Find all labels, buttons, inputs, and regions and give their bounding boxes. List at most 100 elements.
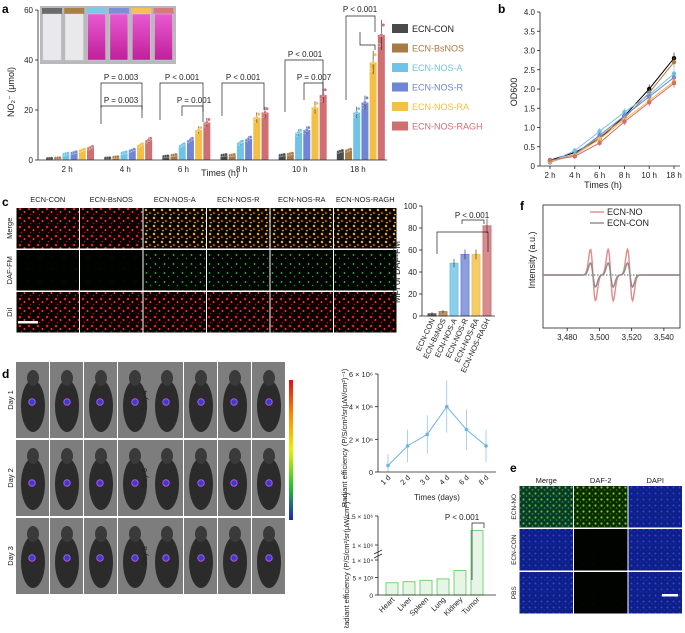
a-pval-7: P = 0.007 — [297, 73, 332, 82]
a-datapoint — [196, 128, 201, 132]
panel-d: d Day 1 Day 2 Day 3 Day 4 Day 6 Day 8 — [2, 362, 293, 594]
a-datapoint — [174, 152, 178, 157]
a-bar — [377, 35, 385, 160]
panel-a: a NO₂⁻ (μmol) Times (h) 0 20 40 60 2 h 4 h 6 … — [2, 2, 483, 178]
cbar-ytick-label: 40 — [408, 268, 417, 277]
e-micrograph — [519, 486, 573, 528]
a-datapoint — [305, 128, 309, 132]
a-datapoint — [116, 155, 120, 159]
d-fluorescence-spot — [131, 398, 139, 406]
d-fluorescence-spot — [265, 554, 273, 562]
panel-f: f Intensity (a.u.) 3,480 3,500 3,520 3,540 … — [520, 199, 681, 342]
d-mouse-body — [223, 536, 247, 588]
a-datapoint — [377, 43, 382, 47]
panel-label-d: d — [2, 367, 9, 381]
panel-label-a: a — [2, 2, 9, 16]
dline-xtick-label: 2 d — [398, 473, 412, 487]
dbar-ytick-label: 5 × 10³ — [353, 576, 374, 583]
a-bar — [286, 153, 294, 160]
a-datapoint — [348, 147, 353, 151]
panel-e: e Merge DAF-2 DAPI ECN-NO ECN-CON PBS — [510, 461, 682, 614]
b-point — [572, 148, 577, 153]
a-bar — [228, 155, 236, 160]
a-legend-swatch — [392, 102, 408, 111]
d-mouse-body — [123, 380, 147, 432]
e-micrograph — [628, 572, 682, 614]
dline-point — [405, 444, 410, 448]
dline-point — [484, 444, 488, 448]
cbar-pval: P < 0.001 — [455, 211, 490, 220]
c-col-label: ECN-CON — [30, 195, 65, 204]
cbar-ytick-label: 100 — [404, 202, 418, 211]
a-datapoint — [265, 106, 269, 111]
a-legend-label: ECN-NOS-RA — [412, 102, 469, 112]
a-datapoint — [140, 142, 145, 146]
a-pval-8: P < 0.001 — [343, 5, 378, 14]
a-datapoint — [107, 156, 112, 160]
dline-xtick-label: 8 d — [477, 473, 491, 487]
a-bar — [311, 107, 319, 160]
a-bar — [345, 150, 353, 160]
dbar-ytick-label: 1 × 10⁶ — [352, 543, 373, 550]
a-datapoint — [90, 144, 95, 149]
a-datapoint — [182, 142, 186, 146]
dline-point — [425, 432, 430, 437]
b-ytick-label: 1.5 — [524, 104, 536, 113]
a-datapoint — [371, 60, 375, 65]
a-bar — [245, 138, 253, 160]
a-bar — [195, 130, 203, 160]
a-datapoint — [381, 23, 386, 27]
a-datapoint — [361, 105, 365, 109]
a-xtick-label: 6 h — [178, 165, 189, 174]
a-datapoint — [379, 33, 384, 37]
b-point — [547, 158, 553, 163]
b-ytick-label: 0.5 — [524, 143, 536, 152]
b-ytick-label: 4.0 — [524, 8, 536, 17]
b-point — [647, 100, 652, 105]
d-fluorescence-spot — [131, 554, 139, 562]
dbar-ylabel: Radiant efficiency (P/S/cm²/sr(μW/cm²)⁻¹… — [342, 492, 351, 628]
dline-ylabel: Radiant efficiency (P/S/cm²/sr(μW/cm²)⁻¹… — [340, 368, 349, 507]
d-fluorescence-spot — [197, 554, 205, 562]
d-mouse-body — [55, 380, 79, 432]
e-micrograph — [574, 572, 628, 614]
d-fluorescence-spot — [230, 398, 238, 406]
a-legend-label: ECN-NOS-RAGH — [412, 122, 483, 132]
cbar-ytick-label: 80 — [408, 224, 417, 233]
c-col-label: ECN-BsNOS — [90, 195, 133, 204]
d-mouse-body — [55, 536, 79, 588]
a-datapoint — [307, 125, 311, 130]
a-datapoint — [148, 136, 153, 141]
d-day-label: Day 3 — [6, 546, 15, 566]
d-mouse-body — [257, 380, 281, 432]
a-bar — [162, 156, 170, 160]
b-ytick-label: 2.0 — [524, 85, 536, 94]
f-xticks: 3,480 3,500 3,520 3,540 — [557, 328, 674, 342]
dline-point — [445, 404, 449, 409]
a-legend-label: ECN-NOS-R — [412, 83, 463, 93]
a-bar — [261, 112, 269, 160]
b-series-line — [549, 77, 675, 163]
cbar-bar-fill — [450, 263, 458, 316]
a-datapoint — [240, 139, 245, 143]
cbar-yticks: 0 20 40 60 80 100 — [404, 202, 422, 321]
c-micrograph — [334, 250, 397, 291]
e-micrograph — [519, 529, 573, 571]
c-micrograph — [143, 208, 206, 249]
d-fluorescence-spot — [28, 398, 36, 406]
c-col-label: ECN-NOS-R — [217, 195, 260, 204]
a-pval-2: P = 0.003 — [104, 96, 139, 105]
a-bar — [319, 95, 327, 160]
a-datapoint — [124, 150, 128, 154]
c-micrograph — [334, 292, 397, 333]
cbar-ytick-label: 20 — [408, 290, 417, 299]
a-xtick-label: 10 h — [292, 165, 308, 174]
cbar-bars — [427, 218, 492, 317]
b-point — [671, 59, 677, 65]
panel-c: c ECN-CON ECN-BsNOS ECN-NOS-A ECN-NOS-R ECN-… — [2, 195, 397, 333]
a-bar — [369, 62, 377, 160]
dline-ytick-label: 4 × 10⁶ — [349, 403, 373, 412]
b-xtick-label: 10 h — [641, 171, 657, 180]
dline-xtick-label: 3 d — [418, 473, 432, 487]
c-micrograph — [334, 208, 397, 249]
